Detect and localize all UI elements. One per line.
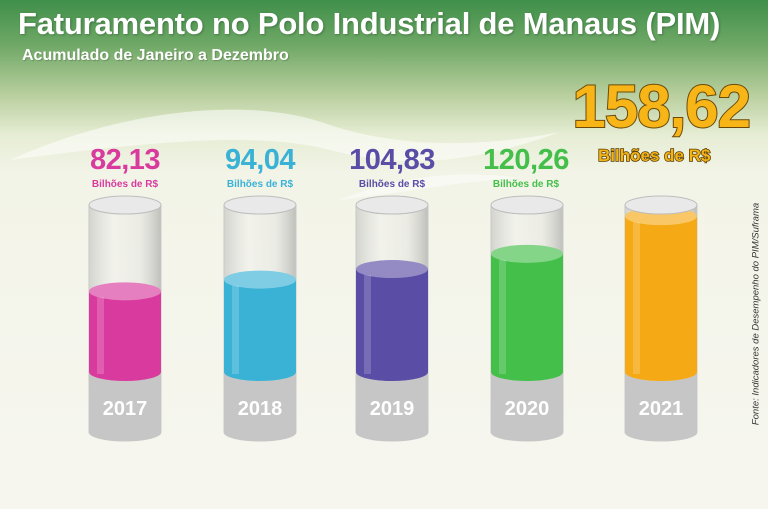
bar-top-2020 bbox=[491, 244, 563, 263]
unit-label-2018: Bilhões de R$ bbox=[226, 179, 294, 190]
chart-subtitle: Acumulado de Janeiro a Dezembro bbox=[22, 47, 289, 64]
cylinder-base-2017 bbox=[89, 372, 161, 441]
chart-title: Faturamento no Polo Industrial de Manaus… bbox=[18, 6, 721, 41]
bar-2020 bbox=[491, 253, 563, 381]
value-label-2017: 82,13 bbox=[89, 144, 161, 176]
year-label-2020: 2020 bbox=[505, 398, 550, 420]
cylinder-top-2020 bbox=[490, 195, 564, 215]
bar-shine-2017 bbox=[97, 297, 104, 374]
cylinder-base-2021 bbox=[625, 372, 697, 441]
cylinder-top-2017 bbox=[88, 195, 162, 215]
highlight-value: 158,62 bbox=[571, 72, 752, 141]
source-note: Fonte: Indicadores de Desempenho do PIM/… bbox=[750, 202, 762, 426]
bar-top-2019 bbox=[356, 260, 428, 279]
year-label-2021: 2021 bbox=[639, 398, 684, 420]
cylinder-base-2018 bbox=[224, 372, 296, 441]
cylinder-base-2019 bbox=[356, 372, 428, 441]
year-label-2017: 2017 bbox=[103, 398, 148, 420]
bar-2021 bbox=[625, 216, 697, 381]
bar-2018 bbox=[224, 279, 296, 381]
unit-label-2019: Bilhões de R$ bbox=[358, 179, 426, 190]
value-label-2019: 104,83 bbox=[349, 144, 435, 176]
bar-shine-2019 bbox=[364, 275, 371, 374]
cylinder-top-2021 bbox=[624, 195, 698, 215]
bar-top-2018 bbox=[224, 270, 296, 289]
bar-shine-2021 bbox=[633, 222, 640, 374]
bar-2019 bbox=[356, 269, 428, 381]
bar-top-2017 bbox=[89, 282, 161, 301]
cylinder-top-2019 bbox=[355, 195, 429, 215]
bar-shine-2018 bbox=[232, 285, 239, 374]
bar-shine-2020 bbox=[499, 259, 506, 374]
bar-2017 bbox=[89, 291, 161, 381]
value-label-2018: 94,04 bbox=[224, 144, 296, 176]
year-label-2019: 2019 bbox=[370, 398, 415, 420]
value-label-2020: 120,26 bbox=[483, 144, 569, 176]
unit-label-2017: Bilhões de R$ bbox=[91, 179, 159, 190]
highlight-unit: Bilhões de R$ bbox=[597, 145, 711, 166]
year-label-2018: 2018 bbox=[238, 398, 283, 420]
cylinder-base-2020 bbox=[491, 372, 563, 441]
unit-label-2020: Bilhões de R$ bbox=[492, 179, 560, 190]
cylinder-top-2018 bbox=[223, 195, 297, 215]
